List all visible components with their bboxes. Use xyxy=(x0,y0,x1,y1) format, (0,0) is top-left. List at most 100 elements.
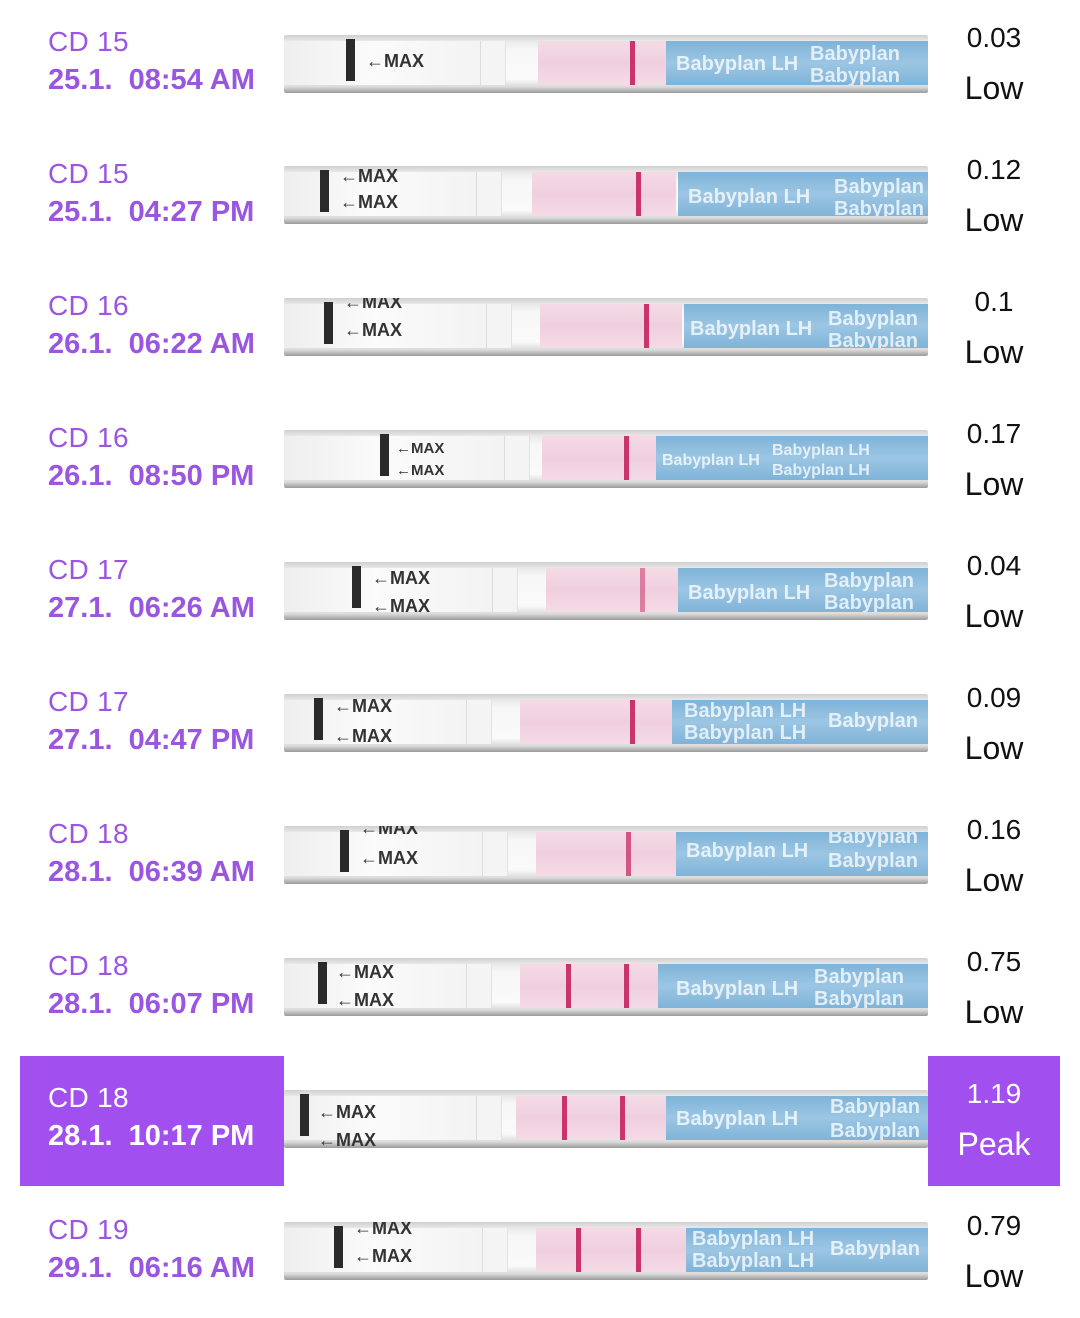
test-strip-photo[interactable]: ←MAX Babyplan LH Babyplan Babyplan xyxy=(284,35,928,93)
max-label: ←MAX xyxy=(318,1130,376,1148)
test-line xyxy=(644,304,649,348)
brand-text: Babyplan xyxy=(810,65,901,85)
brand-area: Babyplan LH Babyplan Babyplan xyxy=(676,832,928,876)
lh-value: 0.04 xyxy=(966,550,1022,581)
result-panel: 0.79 Low xyxy=(928,1188,1060,1318)
test-strip-photo[interactable]: ←MAX ←MAX Babyplan LH Babyplan LH Babypl… xyxy=(284,430,928,488)
brand-text: Babyplan xyxy=(830,1120,921,1140)
brand-text: Babyplan xyxy=(830,1096,921,1118)
test-entry[interactable]: CD 15 25.1. 08:54 AM ←MAX Babyplan LH Ba… xyxy=(20,0,1060,130)
test-strip-photo[interactable]: ←MAX ←MAX Babyplan LH Babyplan Babyplan xyxy=(284,826,928,884)
test-line xyxy=(636,1228,641,1272)
test-entry[interactable]: CD 16 26.1. 06:22 AM ←MAX ←MAX Babyplan … xyxy=(20,264,1060,394)
test-entry-peak[interactable]: CD 18 28.1. 10:17 PM ←MAX ←MAX Babyplan … xyxy=(20,1056,1060,1186)
max-label: ←MAX xyxy=(366,51,424,71)
max-label: ←MAX xyxy=(344,320,402,340)
brand-area: Babyplan LH Babyplan Babyplan xyxy=(678,172,928,216)
max-label: ←MAX xyxy=(360,826,418,838)
brand-area: Babyplan LH Babyplan Babyplan xyxy=(666,1096,928,1140)
brand-text: Babyplan LH xyxy=(676,978,799,1000)
test-datetime: 27.1. 04:47 PM xyxy=(48,724,255,756)
lh-level: Low xyxy=(964,202,1024,238)
test-pad xyxy=(542,436,656,480)
brand-text: Babyplan LH xyxy=(662,452,760,469)
test-entry[interactable]: CD 17 27.1. 06:26 AM ←MAX ←MAX Babyplan … xyxy=(20,528,1060,658)
result-panel: 0.12 Low xyxy=(928,132,1060,262)
cycle-day-label: CD 15 xyxy=(48,158,129,189)
test-strip-photo[interactable]: ←MAX ←MAX Babyplan LH Babyplan Babyplan xyxy=(284,166,928,224)
brand-text: Babyplan xyxy=(810,43,901,65)
brand-area: Babyplan LH Babyplan LH Babyplan LH xyxy=(656,436,928,480)
brand-area: Babyplan LH Babyplan Babyplan xyxy=(684,304,928,348)
test-line xyxy=(624,436,629,480)
result-panel: 0.1 Low xyxy=(928,264,1060,394)
lh-value: 0.79 xyxy=(966,1210,1022,1241)
entry-info: CD 18 28.1. 06:07 PM xyxy=(20,924,284,1054)
lh-level: Low xyxy=(964,598,1024,634)
test-pad xyxy=(538,41,668,85)
test-pad xyxy=(520,700,672,744)
brand-text: Babyplan LH xyxy=(686,840,809,862)
test-strip-photo[interactable]: ←MAX ←MAX Babyplan LH Babyplan LH Babypl… xyxy=(284,1222,928,1280)
brand-area: Babyplan LH Babyplan Babyplan xyxy=(658,964,928,1008)
test-strip-photo[interactable]: ←MAX ←MAX Babyplan LH Babyplan LH Babypl… xyxy=(284,694,928,752)
test-line xyxy=(630,700,635,744)
strip-handle xyxy=(284,1228,508,1272)
strip-max-marker xyxy=(314,698,323,740)
test-line xyxy=(640,568,645,612)
brand-text: Babyplan LH xyxy=(676,53,799,75)
brand-text: Babyplan xyxy=(834,176,925,198)
brand-text: Babyplan xyxy=(828,330,919,348)
test-strip-photo[interactable]: ←MAX ←MAX Babyplan LH Babyplan Babyplan xyxy=(284,298,928,356)
entry-info: CD 16 26.1. 06:22 AM xyxy=(20,264,284,394)
test-strip-photo[interactable]: ←MAX ←MAX Babyplan LH Babyplan Babyplan xyxy=(284,1090,928,1148)
test-entry[interactable]: CD 16 26.1. 08:50 PM ←MAX ←MAX Babyplan … xyxy=(20,396,1060,526)
cycle-day-label: CD 17 xyxy=(48,686,129,717)
result-panel: 0.04 Low xyxy=(928,528,1060,658)
max-label: ←MAX xyxy=(396,462,445,479)
lh-value: 0.03 xyxy=(966,22,1022,53)
brand-text: Babyplan xyxy=(828,850,919,872)
test-line xyxy=(620,1096,625,1140)
test-pad xyxy=(536,1228,686,1272)
cycle-day-label: CD 16 xyxy=(48,422,129,453)
entry-info: CD 16 26.1. 08:50 PM xyxy=(20,396,284,526)
brand-text: Babyplan LH xyxy=(692,1228,815,1250)
strip-max-marker xyxy=(320,170,329,212)
test-line xyxy=(576,1228,581,1272)
test-entry[interactable]: CD 17 27.1. 04:47 PM ←MAX ←MAX Babyplan … xyxy=(20,660,1060,790)
test-datetime: 28.1. 06:39 AM xyxy=(48,856,255,888)
lh-value: 0.12 xyxy=(966,154,1022,185)
lh-value: 0.75 xyxy=(966,946,1022,977)
strip-max-marker xyxy=(380,434,389,476)
strip-handle xyxy=(284,41,506,85)
max-label: ←MAX xyxy=(360,848,418,868)
lh-value: 0.1 xyxy=(974,286,1014,317)
brand-area: Babyplan LH Babyplan LH Babyplan xyxy=(686,1228,928,1272)
test-entry[interactable]: CD 15 25.1. 04:27 PM ←MAX ←MAX Babyplan … xyxy=(20,132,1060,262)
brand-text: Babyplan xyxy=(828,308,919,330)
brand-text: Babyplan LH xyxy=(684,722,807,744)
brand-text: Babyplan xyxy=(824,592,915,612)
test-entry[interactable]: CD 18 28.1. 06:39 AM ←MAX ←MAX Babyplan … xyxy=(20,792,1060,922)
cycle-day-label: CD 17 xyxy=(48,554,129,585)
strip-max-marker xyxy=(318,962,327,1004)
test-strip-photo[interactable]: ←MAX ←MAX Babyplan LH Babyplan Babyplan xyxy=(284,958,928,1016)
result-panel: 0.09 Low xyxy=(928,660,1060,790)
lh-level: Low xyxy=(964,70,1024,106)
strip-handle xyxy=(284,832,508,876)
test-strip-photo[interactable]: ←MAX ←MAX Babyplan LH Babyplan Babyplan xyxy=(284,562,928,620)
lh-value: 0.09 xyxy=(966,682,1022,713)
test-line xyxy=(630,41,635,85)
lh-value: 0.17 xyxy=(966,418,1022,449)
entry-info: CD 17 27.1. 04:47 PM xyxy=(20,660,284,790)
test-pad xyxy=(536,832,676,876)
test-line xyxy=(626,832,631,876)
test-line xyxy=(562,1096,567,1140)
max-label: ←MAX xyxy=(336,990,394,1010)
test-entry[interactable]: CD 19 29.1. 06:16 AM ←MAX ←MAX Babyplan … xyxy=(20,1188,1060,1318)
brand-text: Babyplan xyxy=(828,832,919,848)
max-label: ←MAX xyxy=(340,166,398,186)
test-entry[interactable]: CD 18 28.1. 06:07 PM ←MAX ←MAX Babyplan … xyxy=(20,924,1060,1054)
brand-text: Babyplan xyxy=(814,966,905,988)
